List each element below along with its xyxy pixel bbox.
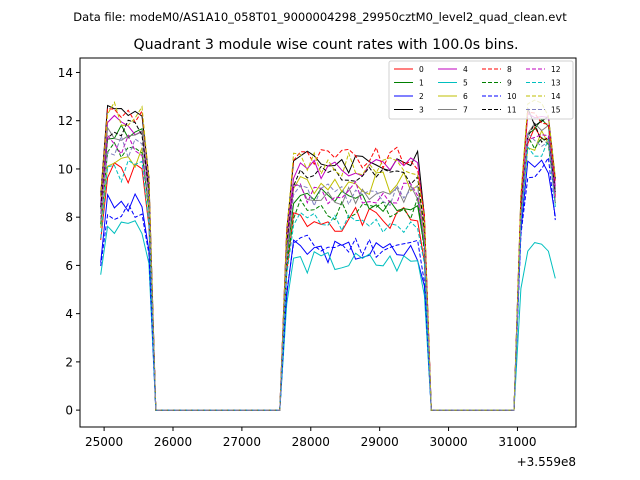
y-tick-label: 8 (65, 211, 73, 225)
legend-label-14: 14 (551, 92, 561, 101)
y-tick-label: 6 (65, 259, 73, 273)
legend-label-7: 7 (463, 106, 468, 115)
legend-label-9: 9 (507, 79, 512, 88)
y-tick-label: 12 (58, 114, 73, 128)
legend-label-1: 1 (419, 79, 424, 88)
y-tick-label: 4 (65, 307, 73, 321)
x-axis: 25000 26000 27000 28000 29000 30000 31000 (85, 427, 537, 449)
legend-label-12: 12 (551, 65, 561, 74)
figure-suptitle: Data file: modeM0/AS1A10_058T01_90000042… (73, 10, 567, 24)
x-offset-label: +3.559e8 (517, 455, 576, 469)
legend-label-2: 2 (419, 92, 424, 101)
y-tick-label: 0 (65, 404, 73, 418)
y-tick-label: 2 (65, 355, 73, 369)
legend-label-10: 10 (507, 92, 517, 101)
series-layer (100, 99, 556, 411)
legend-label-15: 15 (551, 106, 561, 115)
legend-label-11: 11 (507, 106, 517, 115)
legend-label-0: 0 (419, 65, 424, 74)
legend-box (388, 60, 574, 120)
y-axis: 0 2 4 6 8 10 12 14 (58, 66, 80, 418)
chart-title: Quadrant 3 module wise count rates with … (133, 37, 518, 53)
x-tick-label: 25000 (85, 435, 123, 449)
x-tick-label: 29000 (361, 435, 399, 449)
y-tick-label: 10 (58, 162, 73, 176)
plot-frame (79, 57, 577, 428)
x-tick-label: 28000 (292, 435, 330, 449)
x-tick-label: 26000 (154, 435, 192, 449)
legend-label-3: 3 (419, 106, 424, 115)
series-line-15 (100, 131, 556, 411)
legend-label-13: 13 (551, 79, 561, 88)
x-tick-label: 27000 (223, 435, 261, 449)
legend-label-6: 6 (463, 92, 468, 101)
x-tick-label: 31000 (498, 435, 536, 449)
y-tick-label: 14 (58, 66, 73, 80)
legend-label-4: 4 (463, 65, 468, 74)
legend-label-8: 8 (507, 65, 512, 74)
legend-label-5: 5 (463, 79, 468, 88)
x-tick-label: 30000 (429, 435, 467, 449)
